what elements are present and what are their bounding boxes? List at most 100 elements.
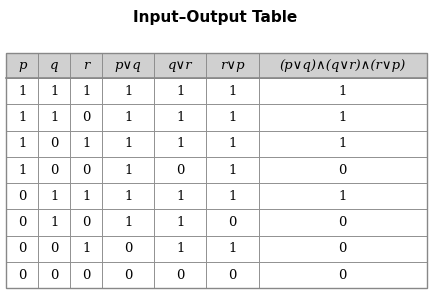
Bar [154, 157, 206, 183]
Text: 0: 0 [18, 242, 27, 255]
Text: 0: 0 [176, 163, 184, 176]
Text: 0: 0 [50, 163, 58, 176]
Bar [38, 157, 70, 183]
Text: 1: 1 [18, 137, 27, 150]
Text: 1: 1 [176, 137, 184, 150]
Text: 0: 0 [228, 216, 236, 229]
Text: 1: 1 [338, 111, 346, 124]
Text: 0: 0 [176, 268, 184, 281]
Text: 0: 0 [338, 216, 346, 229]
Bar [154, 209, 206, 236]
Bar [258, 78, 426, 104]
Bar [102, 209, 154, 236]
Text: 1: 1 [18, 85, 27, 98]
Bar [6, 53, 38, 78]
Bar [154, 53, 206, 78]
Text: 1: 1 [228, 190, 236, 203]
Text: 1: 1 [124, 137, 132, 150]
Text: 1: 1 [124, 216, 132, 229]
Text: 0: 0 [82, 163, 90, 176]
Text: 0: 0 [338, 268, 346, 281]
Bar [154, 236, 206, 262]
Text: 1: 1 [82, 190, 90, 203]
Bar [38, 131, 70, 157]
Text: 1: 1 [228, 85, 236, 98]
Bar [70, 157, 102, 183]
Bar [206, 104, 258, 131]
Text: 1: 1 [82, 137, 90, 150]
Bar [38, 236, 70, 262]
Text: 0: 0 [82, 268, 90, 281]
Bar [70, 104, 102, 131]
Bar [206, 183, 258, 209]
Bar [6, 78, 38, 104]
Bar [6, 183, 38, 209]
Text: 1: 1 [176, 190, 184, 203]
Text: 0: 0 [18, 216, 27, 229]
Text: 1: 1 [228, 242, 236, 255]
Bar [102, 53, 154, 78]
Text: 0: 0 [124, 268, 132, 281]
Bar [258, 53, 426, 78]
Text: 1: 1 [338, 190, 346, 203]
Text: r∨p: r∨p [220, 59, 244, 72]
Text: 1: 1 [124, 190, 132, 203]
Text: 1: 1 [176, 216, 184, 229]
Bar [38, 183, 70, 209]
Bar [206, 209, 258, 236]
Text: 0: 0 [50, 268, 58, 281]
Bar [102, 236, 154, 262]
Bar [258, 157, 426, 183]
Bar [38, 53, 70, 78]
Text: 1: 1 [228, 137, 236, 150]
Text: 0: 0 [124, 242, 132, 255]
Text: (p∨q)∧(q∨r)∧(r∨p): (p∨q)∧(q∨r)∧(r∨p) [279, 59, 405, 72]
Bar [6, 53, 426, 288]
Bar [102, 157, 154, 183]
Bar [70, 236, 102, 262]
Text: 1: 1 [50, 85, 58, 98]
Text: p∨q: p∨q [114, 59, 141, 72]
Text: r: r [83, 59, 89, 72]
Bar [70, 209, 102, 236]
Text: q: q [50, 59, 58, 72]
Text: Input–Output Table: Input–Output Table [133, 10, 297, 25]
Bar [258, 209, 426, 236]
Bar [70, 262, 102, 288]
Text: 1: 1 [338, 85, 346, 98]
Bar [38, 209, 70, 236]
Text: 0: 0 [18, 268, 27, 281]
Bar [70, 53, 102, 78]
Bar [6, 104, 38, 131]
Text: 1: 1 [50, 216, 58, 229]
Bar [206, 53, 258, 78]
Text: 1: 1 [82, 85, 90, 98]
Bar [258, 131, 426, 157]
Text: 1: 1 [228, 111, 236, 124]
Bar [102, 78, 154, 104]
Text: 0: 0 [338, 163, 346, 176]
Bar [38, 104, 70, 131]
Text: 0: 0 [50, 242, 58, 255]
Bar [6, 262, 38, 288]
Text: 0: 0 [18, 190, 27, 203]
Text: 1: 1 [50, 111, 58, 124]
Bar [70, 183, 102, 209]
Bar [6, 236, 38, 262]
Text: 1: 1 [18, 163, 27, 176]
Bar [70, 78, 102, 104]
Bar [6, 157, 38, 183]
Bar [154, 131, 206, 157]
Bar [70, 131, 102, 157]
Bar [154, 262, 206, 288]
Bar [102, 262, 154, 288]
Text: 1: 1 [176, 111, 184, 124]
Bar [102, 104, 154, 131]
Text: 1: 1 [50, 190, 58, 203]
Text: 1: 1 [176, 242, 184, 255]
Text: 0: 0 [338, 242, 346, 255]
Bar [154, 104, 206, 131]
Bar [258, 104, 426, 131]
Text: 1: 1 [338, 137, 346, 150]
Text: 1: 1 [124, 163, 132, 176]
